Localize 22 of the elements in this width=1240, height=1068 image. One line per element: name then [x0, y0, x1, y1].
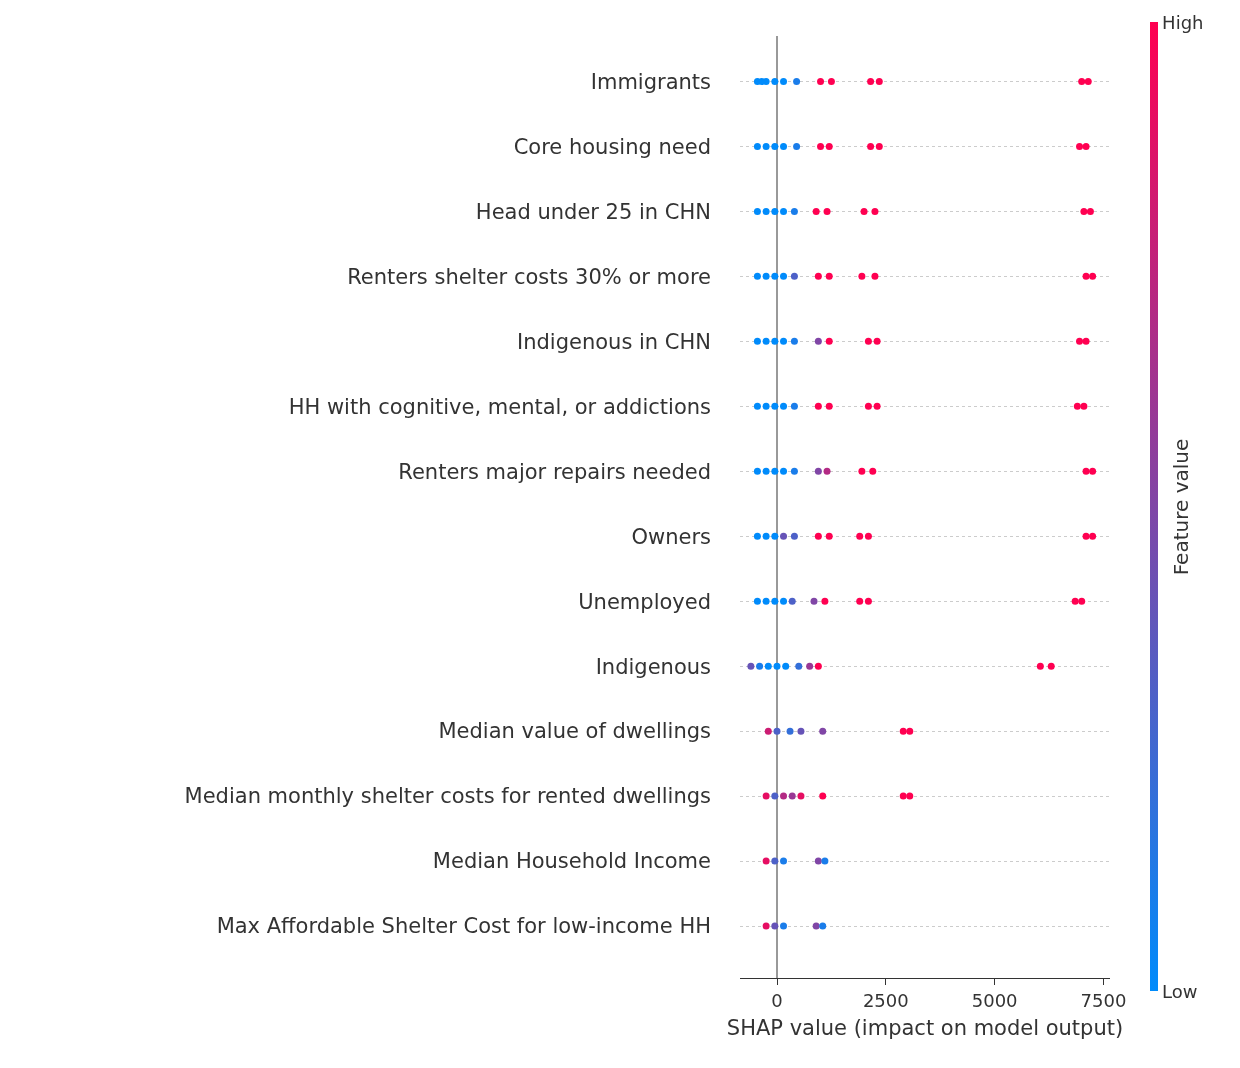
x-tick-label: 5000	[971, 989, 1018, 1011]
x-tick-label: 0	[771, 989, 783, 1011]
y-tick-label: Median value of dwellings	[438, 719, 711, 744]
y-tick-label: Indigenous in CHN	[517, 329, 711, 354]
x-tick-label: 2500	[862, 989, 909, 1011]
y-tick-label: Indigenous	[595, 654, 711, 679]
y-tick-label: Median monthly shelter costs for rented dwellings	[184, 784, 711, 809]
y-tick-label: Head under 25 in CHN	[475, 199, 711, 224]
y-tick-label: Unemployed	[578, 589, 711, 614]
y-tick-label: Core housing need	[513, 134, 711, 159]
y-tick-label: HH with cognitive, mental, or addictions	[288, 394, 711, 419]
x-tick-label: 7500	[1080, 989, 1127, 1011]
color-bar-label: Low	[1162, 980, 1198, 1002]
y-tick-label: Renters major repairs needed	[398, 459, 711, 484]
color-bar-title: Feature value	[1168, 438, 1193, 576]
y-tick-label: Median Household Income	[432, 849, 711, 874]
y-tick-label: Owners	[631, 524, 711, 549]
y-tick-label: Renters shelter costs 30% or more	[347, 264, 711, 289]
x-axis-title: SHAP value (impact on model output)	[726, 1015, 1124, 1040]
y-tick-label: Max Affordable Shelter Cost for low-income HH	[216, 914, 711, 939]
y-tick-label: Immigrants	[590, 69, 711, 94]
color-bar-label: High	[1162, 11, 1204, 33]
